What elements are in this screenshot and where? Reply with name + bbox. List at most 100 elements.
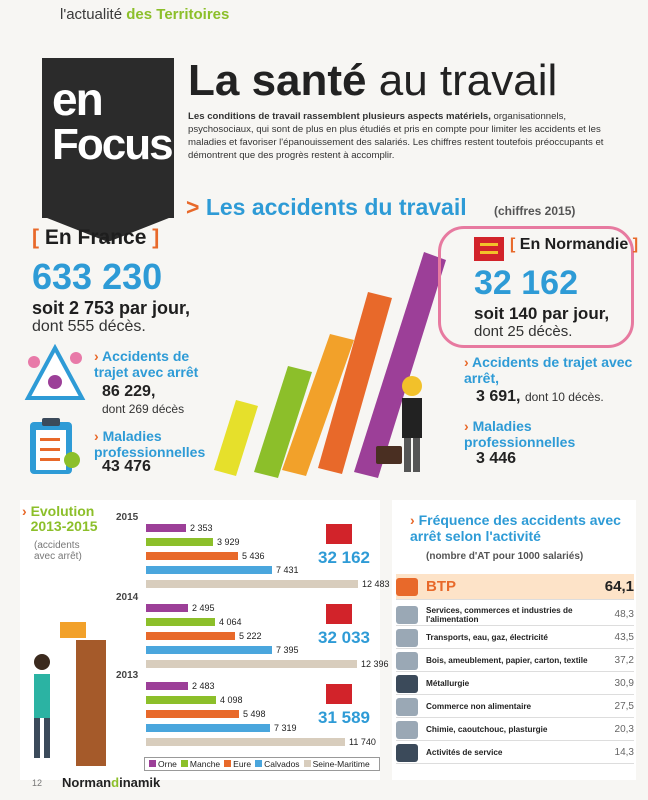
brand-part-a: Norman <box>62 775 112 790</box>
normandie-heading: [ En Normandie ] <box>510 236 638 254</box>
legend-label: Orne <box>158 759 177 769</box>
legend-label: Seine-Maritime <box>312 759 370 769</box>
evolution-bar <box>146 738 345 746</box>
normandie-trajet-text: Accidents de trajet avec arrêt, <box>464 354 633 386</box>
illu-bar-red <box>318 292 392 474</box>
bars-illustration <box>214 252 446 478</box>
heading-arrow-icon: > <box>186 194 200 220</box>
worker-body <box>402 398 422 438</box>
evolution-bar <box>146 618 215 626</box>
evolution-total: 32 033 <box>318 628 370 647</box>
worker-helmet <box>402 376 422 396</box>
activity-icon <box>396 628 418 647</box>
frequency-row: Services, commerces et industries de l'a… <box>396 604 634 626</box>
page-title: La santé au travail <box>188 56 557 106</box>
evolution-subtitle: (accidents avec arrêt) <box>34 540 82 562</box>
france-total: 633 230 <box>32 256 163 297</box>
activity-icon <box>396 577 418 596</box>
normandie-trajet-line: 3 691, dont 10 décès. <box>476 388 604 406</box>
legend-item: Manche <box>180 759 221 769</box>
activity-icon <box>396 605 418 624</box>
activity-icon <box>396 743 418 762</box>
accidents-heading: > Les accidents du travail <box>186 194 467 221</box>
legend-item: Orne <box>149 759 177 769</box>
legend-item: Seine-Maritime <box>303 759 370 769</box>
evolution-bar <box>146 604 188 612</box>
normandy-flag-icon <box>326 684 352 704</box>
brand-logo: Normandinamik <box>62 775 160 790</box>
legend-label: Manche <box>189 759 221 769</box>
evolution-bar-value: 7 395 <box>276 645 299 655</box>
evolution-bar-value: 3 929 <box>217 537 240 547</box>
frequency-row: Métallurgie 30,9 <box>396 673 634 695</box>
frequency-title: › Fréquence des accidents avec arrêt sel… <box>410 512 630 544</box>
evolution-bar-value: 5 436 <box>242 551 265 561</box>
france-maladies-text: Maladies professionnelles <box>94 428 206 460</box>
bracket-open-icon: [ <box>510 236 516 253</box>
brand-part-c: inamik <box>119 775 161 790</box>
briefcase-icon <box>376 446 402 464</box>
normandy-flag-icon <box>326 524 352 544</box>
evolution-bar <box>146 580 358 588</box>
maladies-arrow-icon: › <box>94 428 99 444</box>
illu-bar-yellow <box>214 400 258 476</box>
activity-icon <box>396 674 418 693</box>
france-trajet-deaths: dont 269 décès <box>102 402 185 416</box>
activity-value: 14,3 <box>614 747 634 758</box>
activity-label: Chimie, caoutchouc, plasturgie <box>426 725 548 734</box>
evolution-bar <box>146 552 238 560</box>
focus-badge-word: Focus <box>52 120 174 169</box>
intro-rest: organisationnels, psychosociaux, qui son… <box>188 111 604 161</box>
activity-icon <box>396 651 418 670</box>
evolution-bar <box>146 646 272 654</box>
brand-part-b: d <box>111 775 120 790</box>
evolution-bar-value: 2 483 <box>192 681 215 691</box>
legend-swatch <box>180 760 188 767</box>
france-heading: [ En France ] <box>32 226 159 250</box>
focus-badge-tip <box>42 216 174 242</box>
evolution-bar-value: 2 495 <box>192 603 215 613</box>
activity-value: 20,3 <box>614 724 634 735</box>
year-label: 2013 <box>116 670 139 681</box>
evolution-bar-value: 11 740 <box>349 737 376 747</box>
evolution-title-text: Evolution 2013-2015 <box>30 503 98 534</box>
frequency-row: Chimie, caoutchouc, plasturgie 20,3 <box>396 719 634 741</box>
activity-value: 43,5 <box>614 632 634 643</box>
evolution-bar-value: 2 353 <box>190 523 213 533</box>
normandie-total: 32 162 <box>474 264 578 302</box>
france-maladies-label: › Maladies professionnelles <box>94 428 224 460</box>
evolution-bar <box>146 682 188 690</box>
normandie-maladies-text: Maladies professionnelles <box>464 418 576 450</box>
evolution-legend: Orne Manche Eure Calvados Seine-Maritime <box>144 757 380 771</box>
worker-leg <box>413 438 420 472</box>
focus-badge <box>42 58 174 218</box>
normandie-heading-label: En Normandie <box>519 236 629 253</box>
title-rest: au travail <box>378 56 558 105</box>
kicker-accent: des Territoires <box>126 6 230 23</box>
illu-bar-green <box>254 366 312 478</box>
frequency-title-text: Fréquence des accidents avec arrêt selon… <box>410 512 621 544</box>
evolution-bar <box>146 696 216 704</box>
normandie-trajet-deaths: dont 10 décès. <box>524 390 604 404</box>
evolution-bar-value: 5 222 <box>239 631 262 641</box>
worker-leg <box>404 438 411 472</box>
evolution-bar-value: 12 396 <box>361 659 389 669</box>
france-trajet-label: › Accidents de trajet avec arrêt <box>94 348 224 380</box>
year-label: 2015 <box>116 512 139 523</box>
france-heading-label: En France <box>44 226 147 249</box>
normandie-maladies-number: 3 446 <box>476 450 517 467</box>
evolution-total: 32 162 <box>318 548 370 567</box>
normandie-deaths: dont 25 décès. <box>474 323 573 340</box>
intro-bold: Les conditions de travail rassemblent pl… <box>188 111 491 122</box>
activity-value: 37,2 <box>614 655 634 666</box>
normandie-highlight <box>438 226 634 348</box>
legend-swatch <box>255 760 263 767</box>
year-label: 2014 <box>116 592 139 603</box>
road-warning-icon <box>24 344 86 400</box>
evolution-title: › Evolution 2013-2015 <box>22 504 111 534</box>
france-trajet-number: 86 229, <box>102 383 156 400</box>
worker-paper-illustration <box>34 622 106 766</box>
activity-label: Activités de service <box>426 748 503 757</box>
activity-value: 48,3 <box>614 609 634 620</box>
france-deaths: dont 555 décès. <box>32 318 146 335</box>
